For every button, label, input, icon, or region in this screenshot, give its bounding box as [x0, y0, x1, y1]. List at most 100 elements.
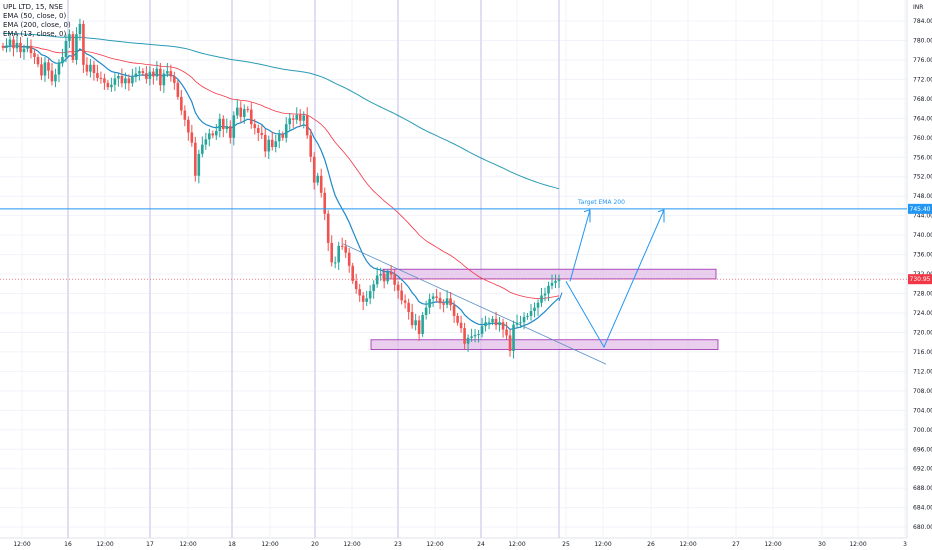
y-tick-label: 776.00: [913, 57, 932, 64]
candle-body: [54, 74, 57, 82]
legend-ema50[interactable]: EMA (50, close, 0): [3, 12, 67, 20]
candle-body: [134, 73, 138, 77]
candle-body: [323, 192, 327, 214]
y-tick-label: 688.00: [913, 485, 932, 492]
candle-body: [347, 252, 351, 266]
candle-body: [131, 76, 134, 84]
y-tick-label: 712.00: [913, 368, 932, 375]
candle-body: [166, 71, 169, 74]
candle-body: [480, 326, 484, 334]
candle-body: [89, 64, 92, 72]
candle-body: [417, 320, 421, 334]
candle-body: [358, 289, 361, 296]
candle-body: [344, 246, 347, 253]
candle-body: [71, 34, 75, 60]
candle-body: [138, 71, 141, 74]
y-tick-label: 728.00: [913, 291, 932, 298]
candle-body: [337, 245, 340, 263]
target-annotation: Target EMA 200: [577, 199, 625, 206]
y-tick-label: 700.00: [913, 427, 932, 434]
candle-body: [288, 118, 292, 125]
x-tick-label: 20: [311, 541, 319, 548]
candle-body: [375, 275, 379, 285]
candle-body: [368, 291, 372, 299]
candle-body: [473, 334, 477, 337]
y-tick-label: 704.00: [913, 407, 932, 414]
candle-body: [438, 297, 442, 304]
candle-body: [85, 64, 89, 72]
candle-body: [43, 62, 47, 76]
candle-body: [92, 64, 96, 74]
candle-body: [557, 279, 561, 281]
price-axis[interactable]: 784.00 780.00 776.00 772.00 768.00 764.00 760.…: [908, 4, 932, 531]
projection-arrows[interactable]: [558, 209, 665, 349]
candle-body: [82, 23, 85, 65]
x-tick-label: 12:00: [343, 541, 360, 548]
candle-body: [120, 75, 124, 84]
candle-body: [305, 115, 309, 136]
legend-ema200[interactable]: EMA (200, close, 0): [3, 21, 71, 29]
x-tick-label: 26: [647, 541, 655, 548]
x-tick-label: 12:00: [594, 541, 611, 548]
candle-body: [239, 107, 243, 117]
x-tick-label: 23: [394, 541, 402, 548]
time-axis[interactable]: 12:00 16 12:00 17 12:00 18 12:00 20 12:00 23 12:00…: [13, 541, 907, 548]
candle-body: [173, 76, 176, 83]
ema13-line: [2, 45, 560, 331]
arrowhead-2: [657, 209, 665, 223]
legend-ema13[interactable]: EMA (13, close, 0): [3, 30, 67, 38]
candle-body: [298, 114, 302, 121]
price-zone: [370, 339, 719, 350]
candle-body: [389, 272, 393, 275]
candle-body: [256, 128, 260, 133]
candle-body: [194, 142, 197, 176]
horizontal-lines[interactable]: [0, 208, 907, 280]
candle-body: [96, 73, 99, 78]
x-tick-label: 12:00: [179, 541, 196, 548]
candle-body: [117, 75, 120, 79]
legend-symbol[interactable]: UPL LTD, 15, NSE: [3, 3, 63, 11]
trend-line[interactable]: [342, 243, 607, 365]
candle-body: [180, 96, 183, 111]
candle-body: [456, 315, 459, 323]
candle-body: [445, 298, 449, 305]
candle-body: [1, 45, 5, 48]
candle-body: [431, 296, 435, 299]
price-zone: [382, 268, 717, 280]
candle-body: [533, 307, 536, 312]
candle-body: [253, 124, 257, 129]
candle-body: [155, 68, 159, 77]
candle-body: [554, 280, 557, 283]
candle-body: [295, 114, 299, 120]
candle-body: [40, 64, 43, 76]
candle-body: [291, 118, 295, 120]
candle-body: [47, 62, 50, 71]
support-resistance-zones[interactable]: [370, 268, 719, 350]
candle-body: [145, 73, 148, 79]
candle-body: [57, 63, 61, 75]
candle-body: [110, 84, 113, 88]
candle-body: [50, 70, 54, 82]
candle-body: [522, 316, 526, 323]
candle-body: [463, 328, 466, 344]
candle-body: [8, 39, 12, 46]
candle-body: [428, 298, 431, 308]
candle-body: [263, 134, 267, 152]
ema50-line: [2, 45, 560, 299]
x-tick-label: 24: [477, 541, 485, 548]
x-tick-label: 17: [146, 541, 154, 548]
candle-body: [228, 126, 232, 138]
x-tick-label: 27: [732, 541, 740, 548]
candlesticks: [1, 18, 561, 359]
candle-body: [491, 318, 494, 323]
y-tick-label: 768.00: [913, 96, 932, 103]
y-tick-label: 736.00: [913, 252, 932, 259]
candle-body: [169, 71, 173, 77]
candle-body: [61, 57, 64, 64]
candle-body: [386, 272, 389, 282]
candle-body: [281, 134, 285, 138]
candle-body: [208, 133, 211, 140]
y-tick-label: 696.00: [913, 446, 932, 453]
x-tick-label: 12:00: [679, 541, 696, 548]
